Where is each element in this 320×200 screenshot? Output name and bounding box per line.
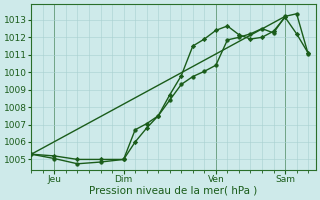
X-axis label: Pression niveau de la mer( hPa ): Pression niveau de la mer( hPa ) xyxy=(90,186,258,196)
